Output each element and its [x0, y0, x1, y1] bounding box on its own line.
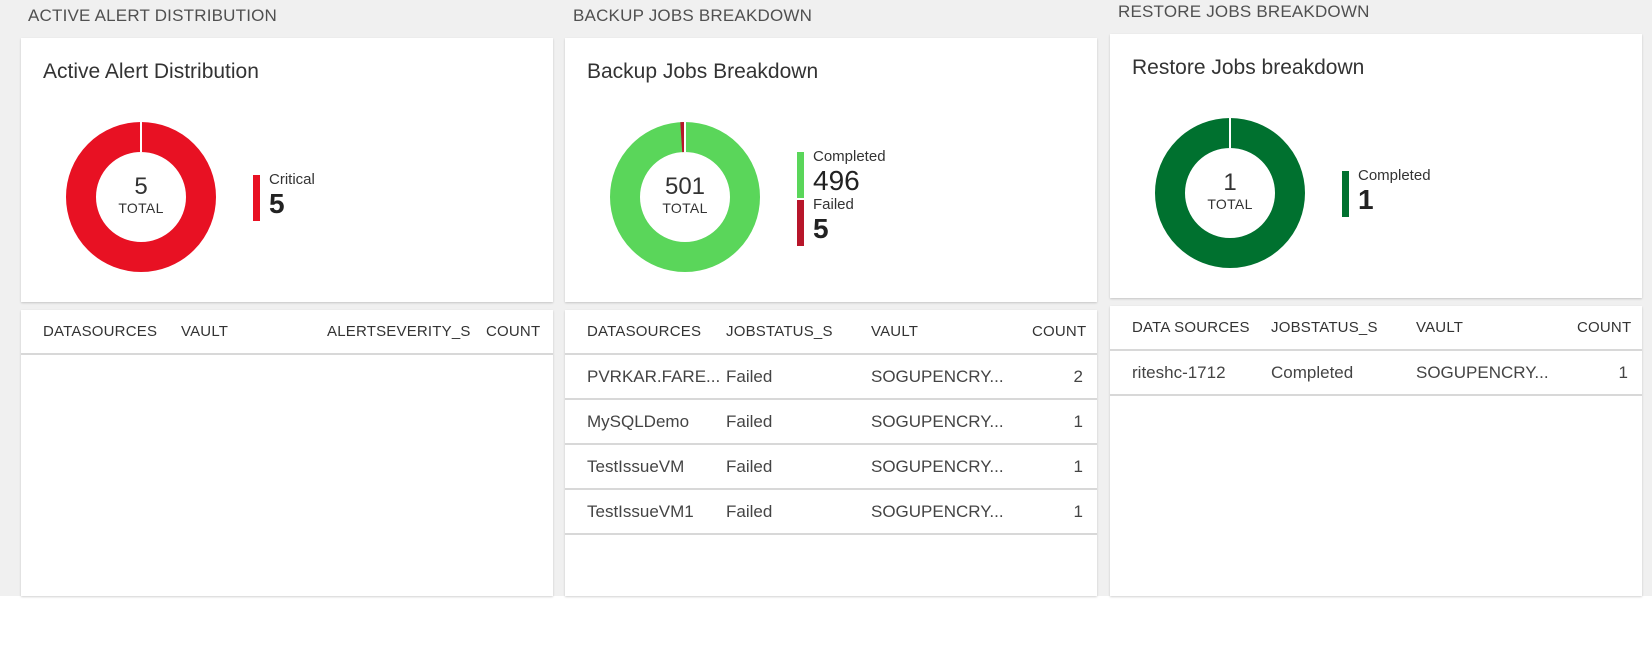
- alert-donut-chart[interactable]: [66, 122, 216, 272]
- donut-center: 1 TOTAL: [1155, 169, 1305, 213]
- card-title: Active Alert Distribution: [43, 60, 259, 83]
- column-header-count[interactable]: COUNT: [486, 323, 541, 340]
- alerts-table: DATASOURCES VAULT ALERTSEVERITY_S COUNT: [21, 310, 553, 596]
- cell-jobstatus: Failed: [726, 457, 773, 476]
- cell-datasource: PVRKAR.FARE...: [587, 367, 721, 386]
- section-title-backup: BACKUP JOBS BREAKDOWN: [573, 6, 813, 25]
- donut-center: 5 TOTAL: [66, 173, 216, 217]
- legend-color-bar: [797, 200, 804, 246]
- donut-total-value: 5: [134, 173, 148, 200]
- legend-value: 5: [269, 188, 285, 219]
- backup-jobs-table: DATASOURCES JOBSTATUS_S VAULT COUNT PVRK…: [565, 310, 1097, 596]
- donut-center: 501 TOTAL: [610, 173, 760, 217]
- cell-jobstatus: Failed: [726, 412, 773, 431]
- table-row[interactable]: riteshc-1712 Completed SOGUPENCRY... 1: [1110, 351, 1642, 396]
- cell-count: 1: [1073, 457, 1083, 476]
- cell-jobstatus: Failed: [726, 367, 773, 386]
- cell-vault: SOGUPENCRY...: [1416, 363, 1549, 382]
- legend-item-completed[interactable]: Completed 496: [797, 148, 886, 198]
- cell-count: 1: [1618, 363, 1628, 382]
- legend-name: Completed: [813, 148, 886, 165]
- legend-color-bar: [1342, 171, 1349, 217]
- legend-name: Critical: [269, 171, 315, 188]
- restore-donut-chart[interactable]: [1155, 118, 1305, 268]
- column-header-count[interactable]: COUNT: [1577, 319, 1632, 336]
- legend-color-bar: [797, 152, 804, 198]
- donut-total-label: TOTAL: [1207, 196, 1253, 212]
- table-header: DATA SOURCES JOBSTATUS_S VAULT COUNT: [1110, 306, 1642, 351]
- section-title-alerts: ACTIVE ALERT DISTRIBUTION: [28, 6, 278, 25]
- cell-datasource: MySQLDemo: [587, 412, 690, 431]
- backup-legend: Completed 496 Failed 5: [797, 148, 886, 246]
- backup-jobs-card[interactable]: Backup Jobs Breakdown 501 TOTAL Complete…: [565, 38, 1097, 302]
- column-header-vault[interactable]: VAULT: [1416, 319, 1464, 336]
- card-title: Restore Jobs breakdown: [1132, 56, 1365, 79]
- donut-total-label: TOTAL: [118, 200, 164, 216]
- legend-item-failed[interactable]: Failed 5: [797, 196, 886, 246]
- legend-item-completed[interactable]: Completed 1: [1342, 167, 1431, 217]
- table-row[interactable]: TestIssueVM Failed SOGUPENCRY... 1: [565, 445, 1097, 490]
- alert-distribution-card[interactable]: Active Alert Distribution 5 TOTAL Critic…: [21, 38, 553, 302]
- alert-legend: Critical 5: [253, 171, 315, 221]
- cell-vault: SOGUPENCRY...: [871, 367, 1004, 386]
- column-header-datasources[interactable]: DATASOURCES: [43, 323, 158, 340]
- cell-jobstatus: Failed: [726, 502, 773, 521]
- legend-value: 496: [813, 165, 860, 196]
- legend-value: 1: [1358, 184, 1374, 215]
- table-row[interactable]: MySQLDemo Failed SOGUPENCRY... 1: [565, 400, 1097, 445]
- cell-datasource: TestIssueVM1: [587, 502, 694, 521]
- section-title-restore: RESTORE JOBS BREAKDOWN: [1118, 2, 1370, 21]
- restore-jobs-card[interactable]: Restore Jobs breakdown 1 TOTAL Completed…: [1110, 34, 1642, 298]
- column-header-count[interactable]: COUNT: [1032, 323, 1087, 340]
- donut-total-value: 501: [664, 173, 706, 200]
- column-header-datasources[interactable]: DATA SOURCES: [1132, 319, 1250, 336]
- restore-legend: Completed 1: [1342, 167, 1431, 217]
- column-header-datasources[interactable]: DATASOURCES: [587, 323, 702, 340]
- legend-value: 5: [813, 213, 829, 244]
- table-header: DATASOURCES JOBSTATUS_S VAULT COUNT: [565, 310, 1097, 355]
- cell-datasource: TestIssueVM: [587, 457, 685, 476]
- legend-name: Failed: [813, 196, 854, 213]
- column-header-jobstatus[interactable]: JOBSTATUS_S: [1271, 319, 1378, 336]
- legend-item-critical[interactable]: Critical 5: [253, 171, 315, 221]
- cell-count: 2: [1073, 367, 1083, 386]
- card-title: Backup Jobs Breakdown: [587, 60, 819, 83]
- cell-vault: SOGUPENCRY...: [871, 457, 1004, 476]
- backup-donut-chart[interactable]: [610, 122, 760, 272]
- column-header-alertseverity[interactable]: ALERTSEVERITY_S: [327, 323, 471, 340]
- column-header-vault[interactable]: VAULT: [871, 323, 919, 340]
- cell-jobstatus: Completed: [1271, 363, 1354, 382]
- cell-vault: SOGUPENCRY...: [871, 412, 1004, 431]
- donut-total-value: 1: [1223, 169, 1237, 196]
- cell-datasource: riteshc-1712: [1132, 363, 1226, 382]
- cell-vault: SOGUPENCRY...: [871, 502, 1004, 521]
- column-header-jobstatus[interactable]: JOBSTATUS_S: [726, 323, 833, 340]
- restore-jobs-table: DATA SOURCES JOBSTATUS_S VAULT COUNT rit…: [1110, 306, 1642, 596]
- donut-total-label: TOTAL: [662, 200, 708, 216]
- table-header: DATASOURCES VAULT ALERTSEVERITY_S COUNT: [21, 310, 553, 355]
- cell-count: 1: [1073, 412, 1083, 431]
- table-row[interactable]: PVRKAR.FARE... Failed SOGUPENCRY... 2: [565, 355, 1097, 400]
- cell-count: 1: [1073, 502, 1083, 521]
- legend-color-bar: [253, 175, 260, 221]
- legend-name: Completed: [1358, 167, 1431, 184]
- table-row[interactable]: TestIssueVM1 Failed SOGUPENCRY... 1: [565, 490, 1097, 535]
- column-header-vault[interactable]: VAULT: [181, 323, 229, 340]
